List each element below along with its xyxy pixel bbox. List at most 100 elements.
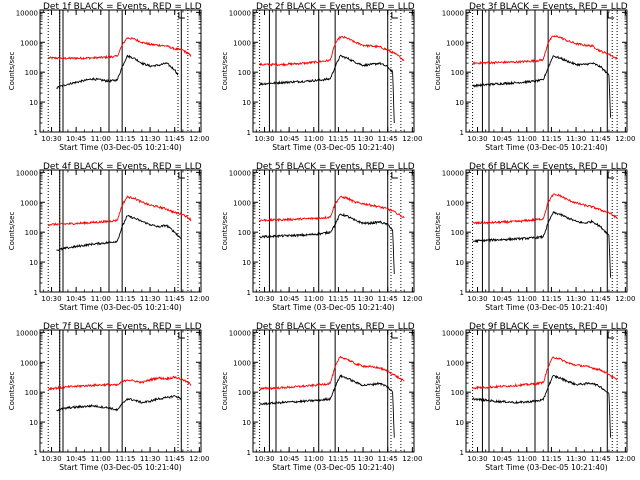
x-tick-label: 11:00 (304, 295, 324, 303)
x-tick-label: 10:30 (41, 455, 61, 463)
y-tick-label: 1 (247, 449, 251, 457)
panel-det-5: Det 5f BLACK = Events, RED = LLD 1 10 100 10… (221, 162, 422, 312)
series-events-line (56, 54, 179, 90)
x-axis-label: Start Time (03-Dec-05 10:21:40) (59, 303, 181, 312)
y-tick-label: 10000 (229, 9, 251, 17)
y-axis-label: Counts/sec (8, 52, 16, 91)
x-tick-label: 11:30 (353, 135, 373, 143)
x-tick-label: 12:00 (402, 135, 422, 143)
x-tick-label: 11:00 (91, 135, 111, 143)
x-tick-label: 11:30 (353, 295, 373, 303)
y-tick-label: 1000 (446, 39, 464, 47)
y-tick-label: 10 (29, 419, 38, 427)
y-tick-label: 100 (25, 69, 38, 77)
x-tick-label: 10:45 (279, 295, 299, 303)
y-tick-label: 10000 (229, 169, 251, 177)
y-tick-label: 10 (242, 99, 251, 107)
plot-frame (252, 329, 415, 453)
y-tick-label: 1000 (20, 39, 38, 47)
y-tick-label: 10000 (442, 169, 464, 177)
y-tick-label: 10 (29, 259, 38, 267)
x-tick-label: 12:00 (615, 135, 635, 143)
x-tick-label: 10:45 (492, 295, 512, 303)
y-tick-label: 10000 (442, 9, 464, 17)
x-tick-label: 11:45 (165, 295, 185, 303)
y-tick-label: 1 (34, 129, 38, 137)
panel-det-6: Det 6f BLACK = Events, RED = LLD 1 10 100 10… (434, 162, 635, 312)
bracket-marker (178, 172, 185, 179)
x-tick-label: 11:30 (353, 455, 373, 463)
x-tick-label: 11:00 (304, 135, 324, 143)
x-tick-label: 11:45 (165, 135, 185, 143)
plot-frame (39, 9, 202, 133)
x-tick-label: 11:30 (566, 295, 586, 303)
y-tick-label: 1 (34, 449, 38, 457)
series-lld-line (47, 36, 192, 61)
bracket-marker (178, 332, 185, 339)
x-tick-label: 12:00 (615, 295, 635, 303)
x-tick-label: 12:00 (615, 455, 635, 463)
series-lld-line (472, 193, 618, 225)
series-lld-line (259, 355, 405, 391)
x-tick-label: 11:15 (328, 295, 348, 303)
panel-title: Det 1f BLACK = Events, RED = LLD (43, 2, 202, 12)
x-tick-label: 11:30 (566, 455, 586, 463)
panel-title: Det 9f BLACK = Events, RED = LLD (469, 322, 628, 332)
series-events-line (472, 55, 612, 118)
panel-det-2: Det 2f BLACK = Events, RED = LLD 1 10 100 10… (221, 2, 422, 152)
series-events-line (259, 212, 395, 275)
panel-title: Det 6f BLACK = Events, RED = LLD (469, 162, 628, 172)
y-tick-label: 100 (238, 229, 251, 237)
x-tick-label: 11:15 (541, 455, 561, 463)
y-axis-label: Counts/sec (221, 212, 229, 251)
y-tick-label: 10000 (16, 329, 38, 337)
x-tick-label: 12:00 (189, 295, 209, 303)
panel-det-1: Det 1f BLACK = Events, RED = LLD 1 10 100 10… (8, 2, 209, 152)
x-tick-label: 11:00 (517, 455, 537, 463)
x-tick-label: 10:45 (492, 455, 512, 463)
x-tick-label: 11:45 (591, 295, 611, 303)
panel-title: Det 3f BLACK = Events, RED = LLD (469, 2, 628, 12)
x-tick-label: 11:30 (140, 135, 160, 143)
series-events-line (56, 214, 182, 252)
x-tick-label: 10:30 (467, 455, 487, 463)
y-tick-label: 10 (455, 99, 464, 107)
x-tick-label: 12:00 (402, 295, 422, 303)
y-tick-label: 100 (451, 229, 464, 237)
x-tick-label: 10:45 (279, 135, 299, 143)
x-axis-label: Start Time (03-Dec-05 10:21:40) (485, 143, 607, 152)
plot-frame (252, 169, 415, 293)
x-tick-label: 10:30 (254, 135, 274, 143)
y-tick-label: 1000 (233, 199, 251, 207)
panel-title: Det 7f BLACK = Events, RED = LLD (43, 322, 202, 332)
panel-det-9: Det 9f BLACK = Events, RED = LLD 1 10 100 10… (434, 322, 635, 472)
x-tick-label: 11:45 (591, 455, 611, 463)
y-tick-label: 1000 (233, 359, 251, 367)
y-tick-label: 10 (455, 419, 464, 427)
series-events-line (472, 210, 612, 278)
series-events-line (259, 54, 395, 124)
y-tick-label: 10000 (442, 329, 464, 337)
x-tick-label: 11:30 (140, 295, 160, 303)
panel-det-3: Det 3f BLACK = Events, RED = LLD 1 10 100 10… (434, 2, 635, 152)
series-lld-line (47, 375, 192, 391)
panel-title: Det 4f BLACK = Events, RED = LLD (43, 162, 202, 172)
y-tick-label: 1000 (20, 359, 38, 367)
y-tick-label: 10 (242, 259, 251, 267)
y-axis-label: Counts/sec (434, 212, 442, 251)
y-axis-label: Counts/sec (8, 372, 16, 411)
x-tick-label: 11:45 (165, 455, 185, 463)
y-tick-label: 1 (460, 129, 464, 137)
panel-det-4: Det 4f BLACK = Events, RED = LLD 1 10 100 10… (8, 162, 209, 312)
x-axis-label: Start Time (03-Dec-05 10:21:40) (485, 463, 607, 472)
panel-title: Det 2f BLACK = Events, RED = LLD (256, 2, 415, 12)
y-tick-label: 100 (451, 389, 464, 397)
x-tick-label: 10:45 (279, 455, 299, 463)
x-axis-label: Start Time (03-Dec-05 10:21:40) (59, 143, 181, 152)
y-tick-label: 100 (451, 69, 464, 77)
y-tick-label: 1 (247, 289, 251, 297)
x-tick-label: 12:00 (189, 455, 209, 463)
x-axis-label: Start Time (03-Dec-05 10:21:40) (485, 303, 607, 312)
x-tick-label: 10:45 (66, 455, 86, 463)
x-tick-label: 10:30 (254, 455, 274, 463)
